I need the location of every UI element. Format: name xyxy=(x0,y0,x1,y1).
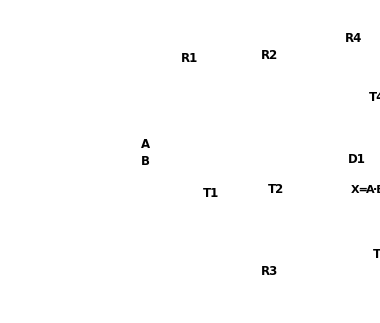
Text: A: A xyxy=(366,184,375,194)
Bar xyxy=(198,47,207,83)
Text: X=: X= xyxy=(351,184,369,194)
Text: R1: R1 xyxy=(180,52,198,65)
Text: D1: D1 xyxy=(348,153,366,166)
Bar xyxy=(366,33,376,51)
Text: A: A xyxy=(141,138,150,151)
Text: R3: R3 xyxy=(260,265,278,277)
Polygon shape xyxy=(369,154,380,172)
Text: T1: T1 xyxy=(203,187,219,200)
Text: R2: R2 xyxy=(260,49,278,62)
Text: R4: R4 xyxy=(345,32,362,45)
Text: T2: T2 xyxy=(268,182,284,196)
Text: T4: T4 xyxy=(369,91,380,104)
Text: ·B: ·B xyxy=(373,184,380,194)
Bar xyxy=(282,260,291,288)
Text: T3: T3 xyxy=(373,248,380,261)
Text: B: B xyxy=(141,155,150,168)
Bar xyxy=(282,42,291,72)
